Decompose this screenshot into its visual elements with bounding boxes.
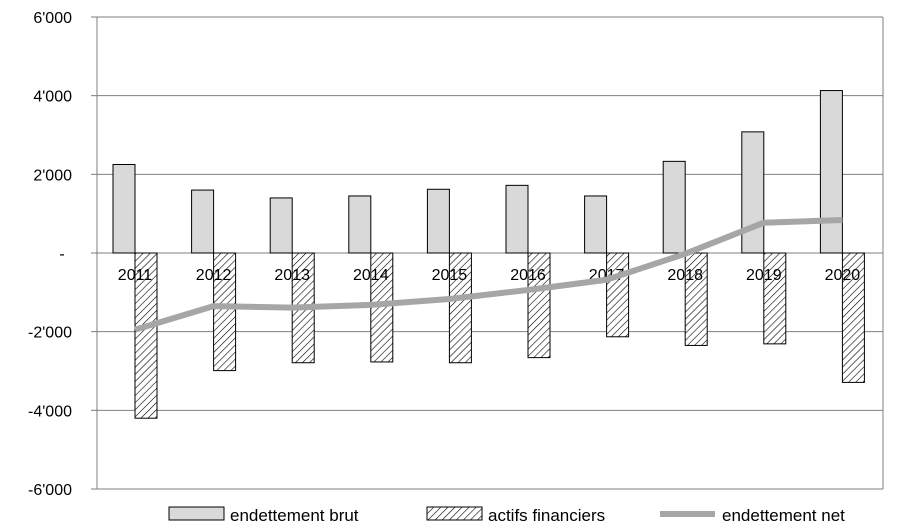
line-endettement-net bbox=[134, 216, 843, 333]
bar-actifs-financiers bbox=[213, 252, 237, 372]
x-tick-label: 2019 bbox=[746, 267, 782, 284]
bar-actifs-financiers bbox=[527, 252, 551, 359]
bar-endettement-brut bbox=[269, 197, 293, 254]
x-axis-ticks: 2011 2012 2013 2014 2015 2016 2017 2018 2019 2020 bbox=[118, 267, 861, 284]
legend-label-endettement-brut: endettement brut bbox=[230, 506, 359, 525]
y-tick-label: -6'000 bbox=[28, 482, 72, 499]
bar-actifs-financiers bbox=[606, 252, 630, 338]
x-tick-label: 2018 bbox=[667, 267, 703, 284]
y-tick-label: 6'000 bbox=[33, 10, 72, 27]
bar-endettement-brut bbox=[819, 90, 843, 254]
y-tick-label: 4'000 bbox=[33, 89, 72, 106]
x-tick-label: 2013 bbox=[274, 267, 310, 284]
legend-label-endettement-net: endettement net bbox=[722, 506, 845, 525]
bar-endettement-brut bbox=[741, 131, 765, 254]
legend-label-actifs-financiers: actifs financiers bbox=[488, 506, 605, 525]
bar-endettement-brut bbox=[112, 164, 136, 254]
bar-endettement-brut bbox=[426, 188, 450, 254]
legend: endettement brut actifs financiers endette… bbox=[168, 506, 845, 525]
series-endettement-brut bbox=[112, 90, 843, 254]
x-tick-label: 2016 bbox=[510, 267, 546, 284]
legend-swatch-endettement-brut bbox=[168, 506, 225, 521]
bar-actifs-financiers bbox=[841, 252, 865, 383]
x-tick-label: 2015 bbox=[432, 267, 468, 284]
y-tick-label: -4'000 bbox=[28, 403, 72, 420]
y-tick-label: -2'000 bbox=[28, 325, 72, 342]
bar-actifs-financiers bbox=[763, 252, 787, 345]
bar-endettement-brut bbox=[505, 184, 529, 254]
bar-actifs-financiers bbox=[134, 252, 158, 419]
legend-swatch-actifs-financiers bbox=[426, 506, 483, 521]
series-actifs-financiers bbox=[134, 252, 865, 419]
bar-actifs-financiers bbox=[684, 252, 708, 346]
y-tick-label: 2'000 bbox=[33, 167, 72, 184]
bar-endettement-brut bbox=[191, 189, 215, 254]
x-tick-label: 2014 bbox=[353, 267, 389, 284]
bar-endettement-brut bbox=[584, 195, 608, 254]
y-tick-label: - bbox=[59, 246, 64, 263]
series-endettement-net bbox=[134, 216, 843, 333]
y-axis-ticks: 6'000 4'000 2'000 - -2'000 -4'000 -6'000 bbox=[28, 10, 72, 499]
bar-endettement-brut bbox=[662, 160, 686, 254]
x-tick-label: 2020 bbox=[825, 267, 861, 284]
x-tick-label: 2011 bbox=[118, 267, 153, 284]
bar-endettement-brut bbox=[348, 195, 372, 254]
x-tick-label: 2012 bbox=[196, 267, 232, 284]
bar-actifs-financiers bbox=[448, 252, 472, 364]
